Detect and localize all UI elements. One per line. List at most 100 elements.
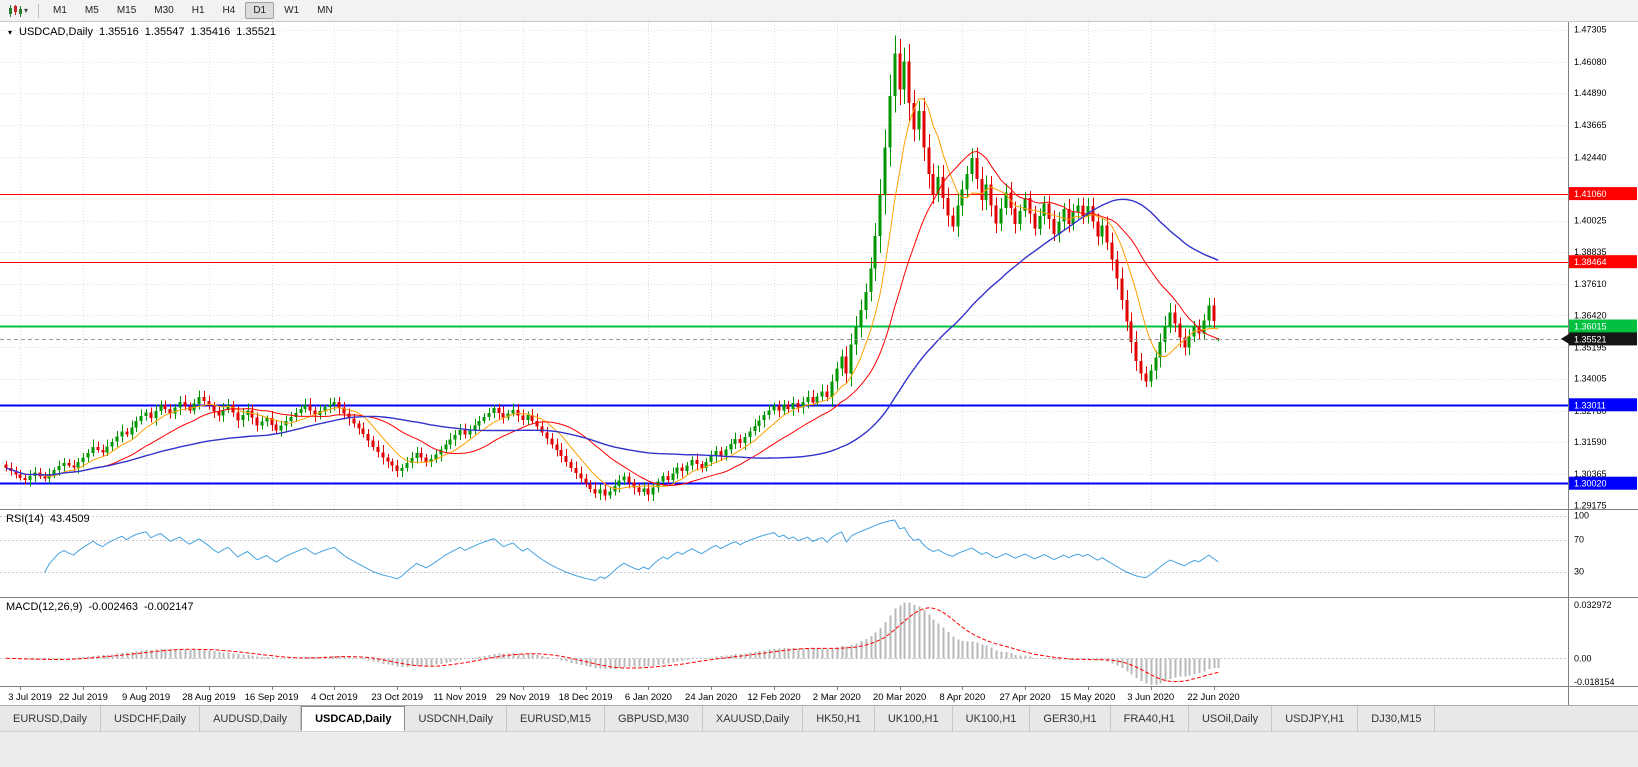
date-label: 9 Aug 2019 <box>122 692 170 703</box>
date-label: 18 Dec 2019 <box>559 692 613 703</box>
svg-text:1.31590: 1.31590 <box>1574 437 1607 447</box>
chart-tab-uk100-h1[interactable]: UK100,H1 <box>952 706 1031 731</box>
rsi-indicator-panel[interactable]: 100 70 30 <box>0 510 1638 598</box>
date-label: 6 Jan 2020 <box>625 692 672 703</box>
level-label-1.38464 <box>1569 255 1637 269</box>
main-chart-panel[interactable]: 1.47305 1.46080 1.44890 1.43665 1.42440 1.400… <box>0 22 1638 510</box>
timeframe-buttons: M1 M5 M15 M30 H1 H4 D1 W1 MN <box>45 2 341 19</box>
chart-tab-gbpusd-m30[interactable]: GBPUSD,M30 <box>604 706 703 731</box>
status-strip <box>0 731 1638 767</box>
macd-indicator-panel[interactable]: 0.032972 0.00 -0.018154 <box>0 598 1638 687</box>
chart-tab-uk100-h1[interactable]: UK100,H1 <box>874 706 953 731</box>
svg-text:1.47305: 1.47305 <box>1574 25 1607 35</box>
rsi-level-lines <box>0 516 1568 573</box>
timeframe-button-m1[interactable]: M1 <box>53 5 67 16</box>
svg-text:1.46080: 1.46080 <box>1574 57 1607 67</box>
timeframe-button-h1[interactable]: H1 <box>191 5 205 16</box>
svg-text:1.40025: 1.40025 <box>1574 216 1607 226</box>
main-grid <box>0 22 1568 510</box>
candles <box>4 35 1220 501</box>
svg-text:1.43665: 1.43665 <box>1574 120 1607 130</box>
chart-period-dropdown[interactable]: ▾ <box>4 4 32 18</box>
svg-text:1.35521: 1.35521 <box>1574 334 1607 344</box>
svg-text:70: 70 <box>1574 535 1584 545</box>
date-label: 23 Oct 2019 <box>371 692 423 703</box>
current-price-arrow <box>1561 333 1569 344</box>
chart-tab-eurusd-daily[interactable]: EURUSD,Daily <box>0 706 101 731</box>
chart-tab-eurusd-m15[interactable]: EURUSD,M15 <box>507 706 605 731</box>
date-label: 15 May 2020 <box>1060 692 1115 703</box>
timeframe-button-mn[interactable]: MN <box>317 5 333 16</box>
date-label: 29 Nov 2019 <box>496 692 550 703</box>
date-label: 11 Nov 2019 <box>433 692 486 703</box>
chart-tab-usdcnh-daily[interactable]: USDCNH,Daily <box>405 706 508 731</box>
chart-tab-ger30-h1[interactable]: GER30,H1 <box>1030 706 1111 731</box>
level-label-1.36015 <box>1569 319 1637 333</box>
date-label: 2 Mar 2020 <box>813 692 861 703</box>
ma-line-20 <box>5 150 1219 486</box>
chart-tab-hk50-h1[interactable]: HK50,H1 <box>803 706 875 731</box>
chart-tab-usoil-daily[interactable]: USOil,Daily <box>1188 706 1273 731</box>
macd-histogram <box>5 602 1220 685</box>
svg-text:100: 100 <box>1574 511 1589 521</box>
date-label: 3 Jun 2020 <box>1127 692 1174 703</box>
rsi-axis[interactable]: 100 70 30 <box>1568 510 1590 598</box>
date-label: 28 Aug 2019 <box>182 692 235 703</box>
chart-tab-xauusd-daily[interactable]: XAUUSD,Daily <box>702 706 804 731</box>
price-axis[interactable]: 1.47305 1.46080 1.44890 1.43665 1.42440 1.400… <box>1561 22 1637 510</box>
timeframe-button-d1[interactable]: D1 <box>245 2 275 19</box>
timeframe-toolbar: ▾ M1 M5 M15 M30 H1 H4 D1 W1 MN <box>0 0 1638 22</box>
date-label: 24 Jan 2020 <box>685 692 737 703</box>
macd-signal-line <box>5 607 1219 683</box>
svg-text:1.35195: 1.35195 <box>1574 343 1607 353</box>
time-axis[interactable]: 3 Jul 2019 22 Jul 2019 9 Aug 2019 28 Aug 20… <box>0 687 1638 705</box>
timeframe-button-m30[interactable]: M30 <box>154 5 174 16</box>
candlestick-chart-icon <box>9 4 22 17</box>
svg-text:1.29175: 1.29175 <box>1574 500 1607 510</box>
date-label: 3 Jul 2019 <box>8 692 52 703</box>
svg-text:-0.018154: -0.018154 <box>1574 677 1615 687</box>
timeframe-button-m15[interactable]: M15 <box>116 5 137 16</box>
date-label: 22 Jul 2019 <box>59 692 108 703</box>
chart-area: 1.47305 1.46080 1.44890 1.43665 1.42440 1.400… <box>0 22 1638 705</box>
ma-line-8 <box>5 98 1219 490</box>
date-label: 8 Apr 2020 <box>939 692 985 703</box>
date-label: 20 Mar 2020 <box>873 692 926 703</box>
svg-text:0.032972: 0.032972 <box>1574 600 1612 610</box>
rsi-line <box>44 519 1219 582</box>
chart-tab-dj30-m15[interactable]: DJ30,M15 <box>1358 706 1436 731</box>
chart-tab-audusd-daily[interactable]: AUDUSD,Daily <box>200 706 302 731</box>
svg-text:1.34005: 1.34005 <box>1574 374 1607 384</box>
chart-tab-usdchf-daily[interactable]: USDCHF,Daily <box>100 706 201 731</box>
svg-text:1.36420: 1.36420 <box>1574 310 1607 320</box>
svg-text:1.44890: 1.44890 <box>1574 88 1607 98</box>
date-label: 22 Jun 2020 <box>1187 692 1239 703</box>
chart-tab-usdjpy-h1[interactable]: USDJPY,H1 <box>1272 706 1359 731</box>
ma-line-55 <box>5 198 1219 476</box>
level-label-1.33011 <box>1569 398 1637 412</box>
svg-text:1.33011: 1.33011 <box>1574 400 1606 410</box>
svg-text:1.38835: 1.38835 <box>1574 247 1607 257</box>
svg-text:1.30365: 1.30365 <box>1574 469 1607 479</box>
svg-text:1.38464: 1.38464 <box>1574 257 1607 267</box>
svg-text:1.41060: 1.41060 <box>1574 189 1607 199</box>
macd-axis[interactable]: 0.032972 0.00 -0.018154 <box>1568 598 1615 687</box>
svg-text:1.30020: 1.30020 <box>1574 479 1607 489</box>
current-price-label <box>1569 332 1637 346</box>
svg-text:0.00: 0.00 <box>1574 654 1592 664</box>
timeframe-button-w1[interactable]: W1 <box>284 5 300 16</box>
level-label-1.41060 <box>1569 187 1637 201</box>
svg-text:1.42440: 1.42440 <box>1574 152 1607 162</box>
svg-text:1.37610: 1.37610 <box>1574 279 1607 289</box>
timeframe-button-h4[interactable]: H4 <box>222 5 236 16</box>
date-label: 4 Oct 2019 <box>311 692 357 703</box>
chart-tabs-bar: EURUSD,Daily USDCHF,Daily AUDUSD,Daily USDC… <box>0 705 1638 731</box>
timeframe-button-m5[interactable]: M5 <box>84 5 99 16</box>
dropdown-arrow-icon: ▾ <box>24 5 29 15</box>
chart-tab-usdcad-daily[interactable]: USDCAD,Daily <box>301 706 406 731</box>
chart-tab-fra40-h1[interactable]: FRA40,H1 <box>1110 706 1189 731</box>
svg-text:30: 30 <box>1574 567 1584 577</box>
date-label: 27 Apr 2020 <box>999 692 1050 703</box>
date-label: 16 Sep 2019 <box>245 692 299 703</box>
date-label: 12 Feb 2020 <box>747 692 800 703</box>
